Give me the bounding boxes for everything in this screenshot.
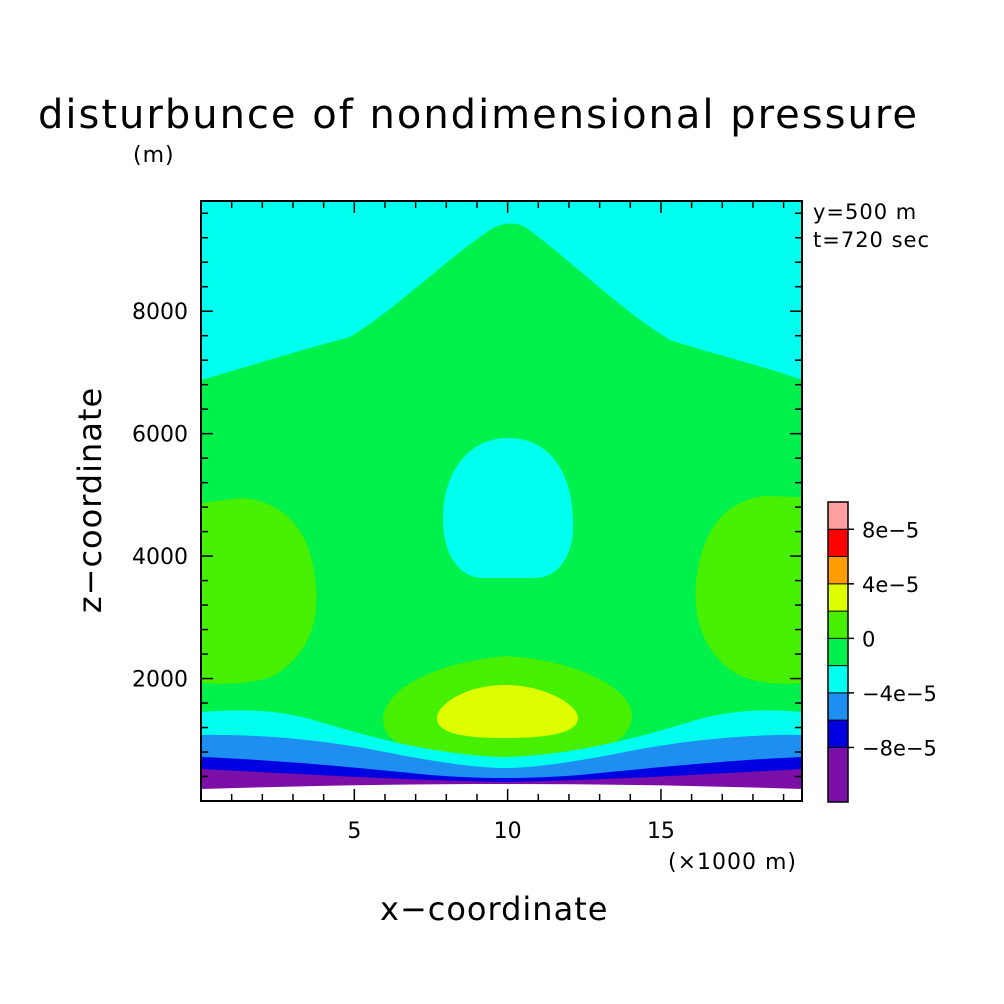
colorbar-label: 0: [862, 627, 875, 651]
y-tick-label: 2000: [132, 668, 188, 693]
colorbar-swatch: [828, 692, 848, 721]
plot-frame: [200, 200, 803, 802]
colorbar-swatch: [828, 665, 848, 693]
colorbar-swatch: [828, 638, 848, 666]
contour-left-bulge: [201, 498, 317, 684]
contour-right-bulge: [695, 496, 802, 684]
plot-area: [200, 200, 803, 802]
x-tick-label: 15: [647, 819, 675, 844]
y-tick-label: 8000: [132, 300, 188, 325]
colorbar-swatch: [828, 556, 848, 584]
x-tick-label: 5: [347, 819, 361, 844]
contour-core: [437, 685, 578, 738]
y-axis-unit: (m): [133, 143, 175, 168]
colorbar-swatch: [828, 611, 848, 639]
chart-title: disturbunce of nondimensional pressure: [38, 92, 919, 138]
contour-center-cell: [443, 438, 574, 578]
colorbar-swatch: [828, 502, 848, 530]
annotation-y: y=500 m: [813, 200, 918, 224]
annotation-time: t=720 sec: [813, 228, 930, 252]
colorbar-swatch: [828, 720, 848, 748]
x-tick-label: 10: [494, 819, 522, 844]
x-axis-label: x−coordinate: [380, 890, 609, 928]
y-tick-label: 4000: [132, 545, 188, 570]
colorbar-label: 8e−5: [862, 518, 919, 542]
y-tick-label: 6000: [132, 423, 188, 448]
axis-ticks: [201, 201, 802, 801]
colorbar-frame: [827, 501, 849, 803]
colorbar-label: 4e−5: [862, 573, 919, 597]
colorbar-swatch: [828, 529, 848, 557]
colorbar: −8e−5 −4e−5 0 4e−5 8e−5: [827, 501, 937, 803]
colorbar-label: −8e−5: [862, 736, 937, 760]
contour-bottom-uncolored: [201, 784, 802, 801]
x-axis-unit: (×1000 m): [668, 850, 798, 875]
colorbar-swatch: [828, 747, 848, 802]
axis-tick-labels: 5 10 15 2000 4000 6000 8000: [132, 300, 675, 844]
colorbar-label: −4e−5: [862, 682, 937, 706]
colorbar-swatch: [828, 583, 848, 612]
